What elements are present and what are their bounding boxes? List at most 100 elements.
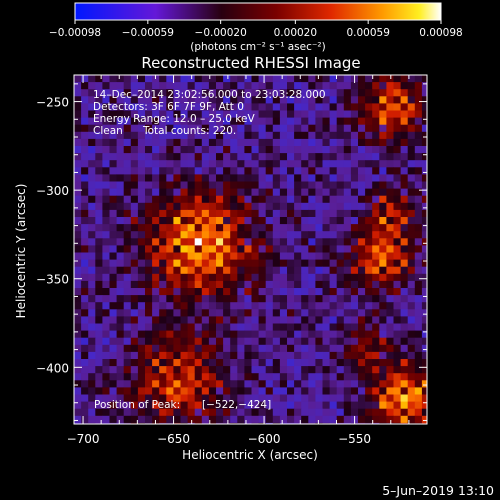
- heatmap-cell: [152, 288, 160, 296]
- heatmap-cell: [223, 344, 231, 353]
- annotation-algorithm: Clean: [93, 125, 123, 137]
- heatmap-cell: [393, 167, 401, 175]
- heatmap-cell: [272, 337, 281, 346]
- heatmap-cell: [301, 217, 309, 225]
- heatmap-cell: [372, 366, 380, 374]
- heatmap-cell: [216, 96, 224, 104]
- heatmap-cell: [336, 259, 345, 268]
- heatmap-cell: [322, 366, 330, 374]
- heatmap-cell: [287, 224, 295, 232]
- heatmap-cell: [137, 387, 146, 395]
- heatmap-cell: [329, 124, 338, 133]
- heatmap-cell: [130, 273, 139, 282]
- heatmap-cell: [173, 408, 181, 417]
- heatmap-cell: [322, 124, 330, 133]
- heatmap-cell: [237, 387, 245, 395]
- heatmap-cell: [95, 195, 103, 204]
- heatmap-cell: [123, 174, 132, 182]
- heatmap-cell: [223, 359, 231, 367]
- heatmap-cell: [400, 273, 409, 282]
- heatmap-cell: [308, 153, 316, 161]
- heatmap-cell: [322, 117, 330, 126]
- heatmap-cell: [386, 380, 394, 388]
- heatmap-cell: [216, 337, 224, 346]
- heatmap-cell: [407, 359, 416, 367]
- heatmap-cell: [265, 302, 274, 310]
- heatmap-cell: [279, 174, 288, 182]
- heatmap-cell: [358, 337, 366, 346]
- heatmap-cell: [336, 373, 345, 381]
- heatmap-cell: [279, 238, 288, 246]
- heatmap-cell: [109, 273, 117, 282]
- heatmap-cell: [208, 252, 217, 260]
- heatmap-cell: [102, 302, 110, 310]
- heatmap-cell: [258, 266, 267, 275]
- heatmap-cell: [137, 96, 146, 104]
- heatmap-cell: [95, 181, 103, 189]
- heatmap-cell: [414, 153, 423, 161]
- heatmap-cell: [393, 401, 401, 410]
- heatmap-cell: [81, 181, 89, 189]
- heatmap-cell: [272, 408, 281, 417]
- heatmap-cell: [287, 273, 295, 282]
- heatmap-cell: [159, 224, 167, 232]
- heatmap-cell: [230, 337, 238, 346]
- heatmap-cell: [358, 387, 366, 395]
- heatmap-cell: [137, 351, 146, 360]
- heatmap-cell: [343, 380, 352, 388]
- heatmap-cell: [350, 224, 359, 232]
- heatmap-cell: [230, 316, 238, 324]
- heatmap-cell: [173, 217, 181, 225]
- heatmap-cell: [145, 380, 153, 388]
- heatmap-cell: [216, 131, 224, 140]
- heatmap-cell: [116, 373, 125, 381]
- heatmap-cell: [251, 202, 259, 211]
- heatmap-cell: [81, 202, 89, 211]
- heatmap-cell: [407, 344, 416, 353]
- heatmap-cell: [244, 316, 252, 324]
- heatmap-cell: [123, 217, 132, 225]
- heatmap-cell: [81, 351, 89, 360]
- heatmap-cell: [201, 82, 210, 90]
- heatmap-cell: [123, 295, 132, 303]
- heatmap-cell: [258, 231, 267, 239]
- heatmap-cell: [194, 408, 203, 417]
- heatmap-cell: [393, 138, 401, 147]
- heatmap-cell: [145, 259, 153, 268]
- heatmap-cell: [216, 401, 224, 410]
- heatmap-cell: [237, 323, 245, 331]
- heatmap-cell: [187, 167, 196, 175]
- heatmap-cell: [81, 146, 89, 154]
- heatmap-cell: [400, 96, 409, 104]
- heatmap-cell: [95, 202, 103, 211]
- heatmap-cell: [251, 146, 259, 154]
- heatmap-cell: [294, 373, 302, 381]
- heatmap-cell: [365, 351, 373, 360]
- heatmap-cell: [130, 195, 139, 204]
- heatmap-cell: [287, 231, 295, 239]
- heatmap-cell: [244, 82, 252, 90]
- heatmap-cell: [315, 103, 323, 111]
- heatmap-cell: [379, 217, 387, 225]
- heatmap-cell: [407, 202, 416, 211]
- heatmap-cell: [315, 337, 323, 346]
- heatmap-cell: [123, 103, 132, 111]
- heatmap-cell: [372, 231, 380, 239]
- y-axis: −250−300−350−400: [36, 83, 427, 421]
- heatmap-cell: [244, 252, 252, 260]
- heatmap-cell: [116, 96, 125, 104]
- heatmap-cell: [393, 181, 401, 189]
- heatmap-cell: [102, 138, 110, 147]
- heatmap-cell: [279, 153, 288, 161]
- heatmap-cell: [365, 96, 373, 104]
- heatmap-cell: [386, 373, 394, 381]
- heatmap-cell: [336, 266, 345, 275]
- heatmap-cell: [216, 280, 224, 289]
- heatmap-cell: [421, 174, 427, 182]
- heatmap-cell: [152, 366, 160, 374]
- heatmap-cell: [336, 181, 345, 189]
- heatmap-cell: [301, 138, 309, 147]
- heatmap-cell: [400, 359, 409, 367]
- heatmap-cell: [386, 309, 394, 317]
- heatmap-cell: [244, 323, 252, 331]
